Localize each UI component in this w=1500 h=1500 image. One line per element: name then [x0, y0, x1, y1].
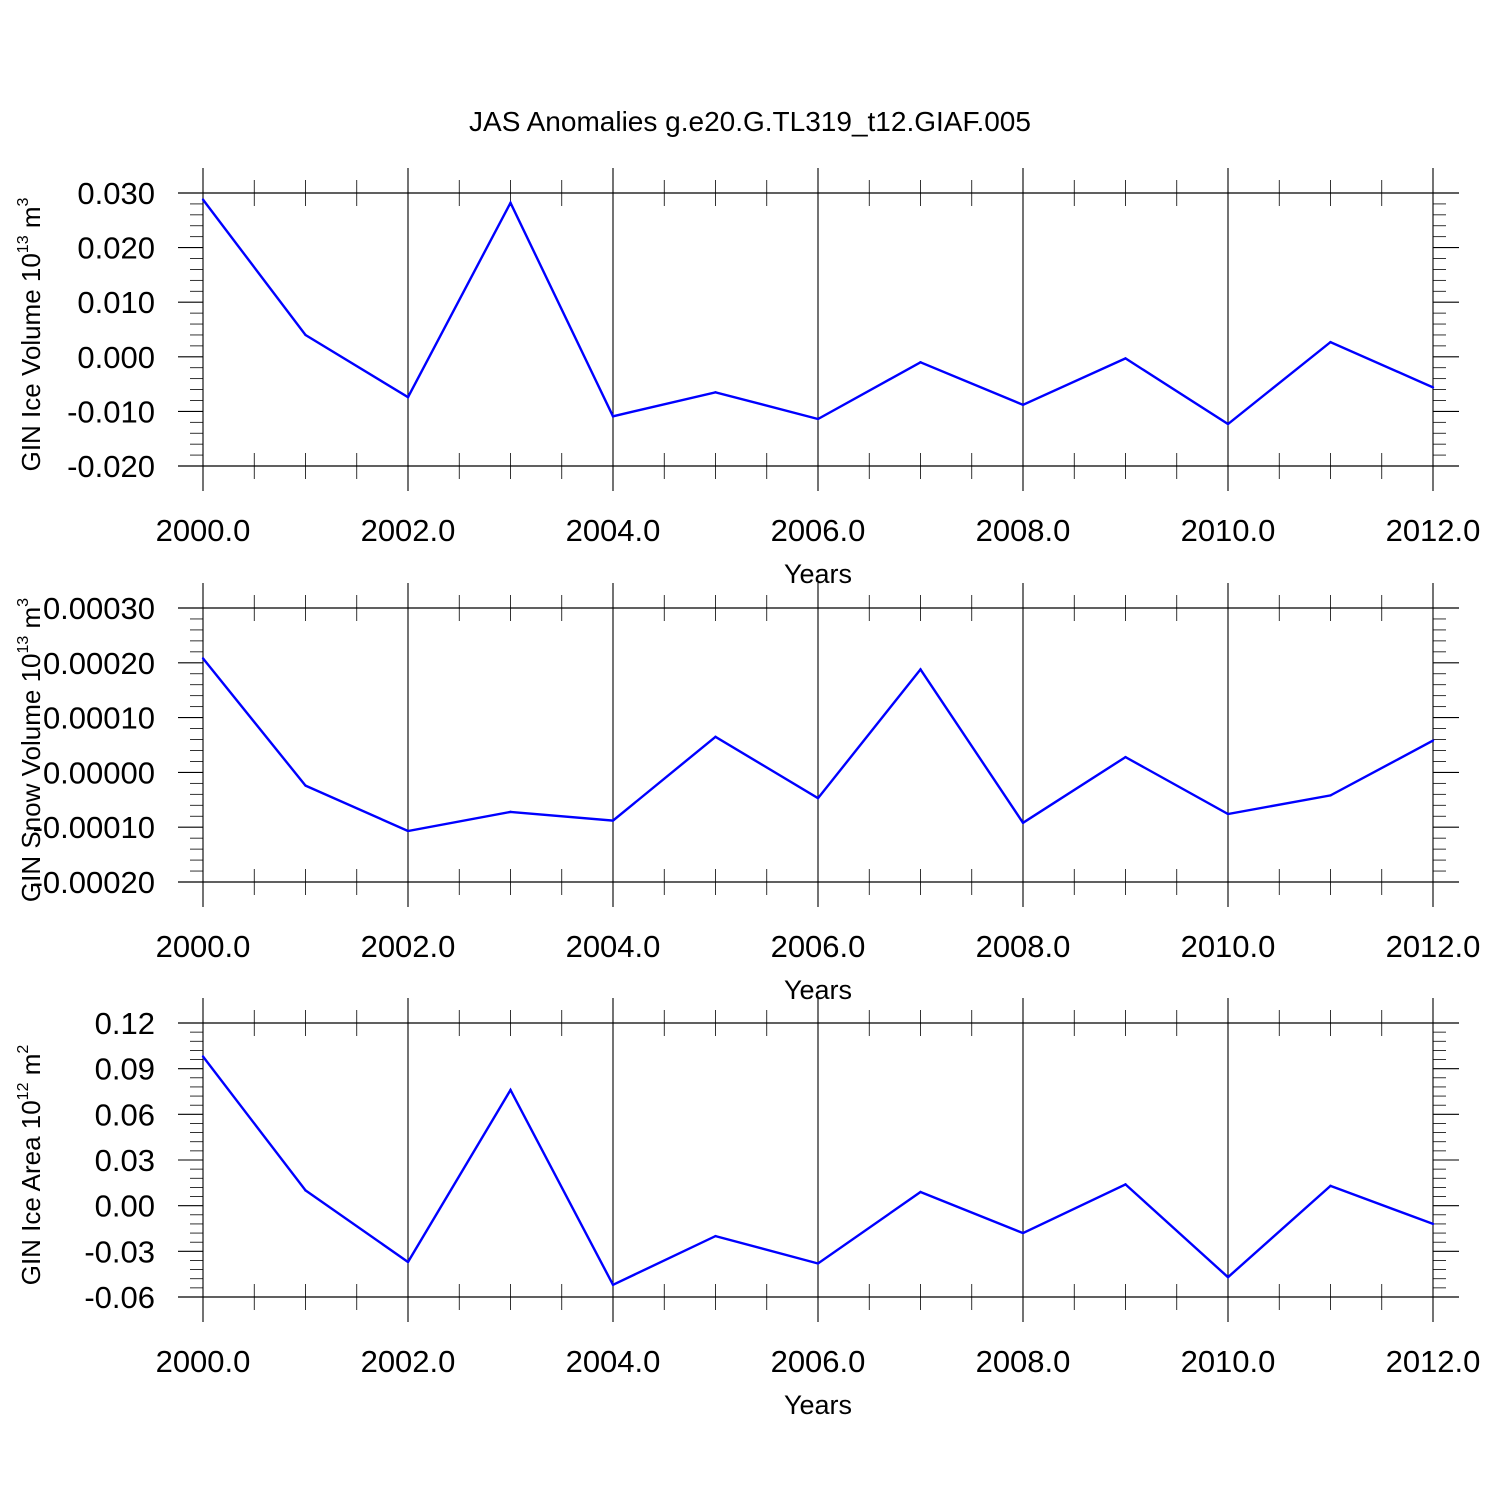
y-tick-label: 0.030	[77, 176, 155, 211]
data-point	[611, 1283, 615, 1287]
x-tick-label: 2002.0	[361, 513, 456, 548]
x-tick-label: 2006.0	[771, 1344, 866, 1379]
x-tick-label: 2000.0	[156, 1344, 251, 1379]
y-tick-label: 0.03	[95, 1143, 155, 1178]
x-tick-label: 2010.0	[1181, 1344, 1276, 1379]
chart-title: JAS Anomalies g.e20.G.TL319_t12.GIAF.005	[469, 106, 1031, 137]
y-tick-label: 0.000	[77, 340, 155, 375]
y-tick-label: 0.09	[95, 1052, 155, 1087]
x-tick-label: 2006.0	[771, 929, 866, 964]
y-tick-label: 0.12	[95, 1006, 155, 1041]
data-point	[1329, 340, 1332, 344]
y-axis-label: GIN Ice Area 1012 m2	[15, 1045, 46, 1286]
x-tick-label: 2010.0	[1181, 513, 1276, 548]
y-tick-label: -0.00020	[33, 865, 155, 900]
x-tick-label: 2002.0	[361, 929, 456, 964]
x-tick-label: 2000.0	[156, 513, 251, 548]
y-axis-label: GIN Ice Volume 1013 m3	[15, 197, 46, 471]
y-tick-label: 0.06	[95, 1097, 155, 1132]
panel-1: 2000.0 2002.0 2004.0 2006.0 2008.0 2010.0 2012…	[15, 168, 1480, 589]
x-tick-label: 2006.0	[771, 513, 866, 548]
y-tick-label: -0.03	[84, 1234, 155, 1269]
x-tick-label: 2004.0	[566, 513, 661, 548]
x-tick-label: 2012.0	[1386, 513, 1481, 548]
x-tick-label: 2008.0	[976, 929, 1071, 964]
data-point	[1021, 821, 1025, 825]
data-point	[1329, 794, 1332, 797]
data-point	[1226, 1276, 1230, 1279]
y-tick-label: 0.00020	[43, 646, 155, 681]
y-tick-label: 0.00	[95, 1189, 155, 1224]
data-point	[304, 333, 307, 337]
x-tick-label: 2004.0	[566, 1344, 661, 1379]
data-point	[509, 201, 512, 205]
data-point	[1021, 1231, 1025, 1235]
data-point	[201, 198, 205, 201]
data-point	[714, 735, 717, 738]
data-point	[304, 784, 307, 787]
y-tick-label: 0.020	[77, 231, 155, 266]
data-point	[406, 829, 410, 833]
data-point	[816, 1262, 820, 1265]
data-point	[1021, 403, 1025, 407]
x-tick-label: 2008.0	[976, 1344, 1071, 1379]
x-tick-label: 2012.0	[1386, 1344, 1481, 1379]
x-tick-label: 2008.0	[976, 513, 1071, 548]
panel-2: 2000.0 2002.0 2004.0 2006.0 2008.0 2010.0 2012…	[15, 583, 1480, 1005]
data-point	[816, 417, 820, 421]
data-point	[406, 1260, 410, 1264]
y-tick-label: -0.06	[84, 1280, 155, 1315]
y-tick-label: -0.010	[67, 394, 155, 429]
data-point	[919, 361, 922, 364]
data-point	[714, 391, 717, 394]
x-tick-label: 2010.0	[1181, 929, 1276, 964]
data-point	[201, 1055, 205, 1058]
data-point	[304, 1189, 307, 1192]
data-point	[919, 1190, 922, 1194]
y-tick-label: 0.00030	[43, 591, 155, 626]
y-tick-label: -0.00010	[33, 810, 155, 845]
data-point	[1431, 1222, 1435, 1226]
data-point	[816, 796, 820, 800]
x-tick-label: 2004.0	[566, 929, 661, 964]
panel-3: 2000.0 2002.0 2004.0 2006.0 2008.0 2010.0 2012…	[15, 998, 1480, 1420]
y-tick-label: -0.020	[67, 449, 155, 484]
data-point	[509, 810, 512, 814]
data-point	[611, 415, 615, 418]
y-tick-label: 0.010	[77, 285, 155, 320]
data-point	[1226, 422, 1230, 426]
x-axis-label: Years	[784, 1390, 852, 1420]
data-point	[1329, 1184, 1332, 1188]
data-point	[1226, 812, 1230, 816]
y-tick-label: 0.00010	[43, 701, 155, 736]
data-point	[714, 1234, 717, 1238]
data-point	[1124, 357, 1127, 360]
y-axis-label: GIN Snow Volume 1013 m3	[15, 598, 46, 902]
y-tick-label: 0.00000	[43, 755, 155, 790]
data-point	[509, 1088, 512, 1092]
data-point	[611, 819, 615, 822]
x-tick-label: 2000.0	[156, 929, 251, 964]
data-point	[1431, 386, 1435, 389]
x-tick-label: 2002.0	[361, 1344, 456, 1379]
data-point	[406, 396, 410, 399]
data-point	[1431, 739, 1435, 742]
data-point	[1124, 1183, 1127, 1186]
data-point	[201, 657, 205, 660]
data-point	[1124, 755, 1127, 759]
x-tick-label: 2012.0	[1386, 929, 1481, 964]
data-point	[919, 668, 922, 671]
